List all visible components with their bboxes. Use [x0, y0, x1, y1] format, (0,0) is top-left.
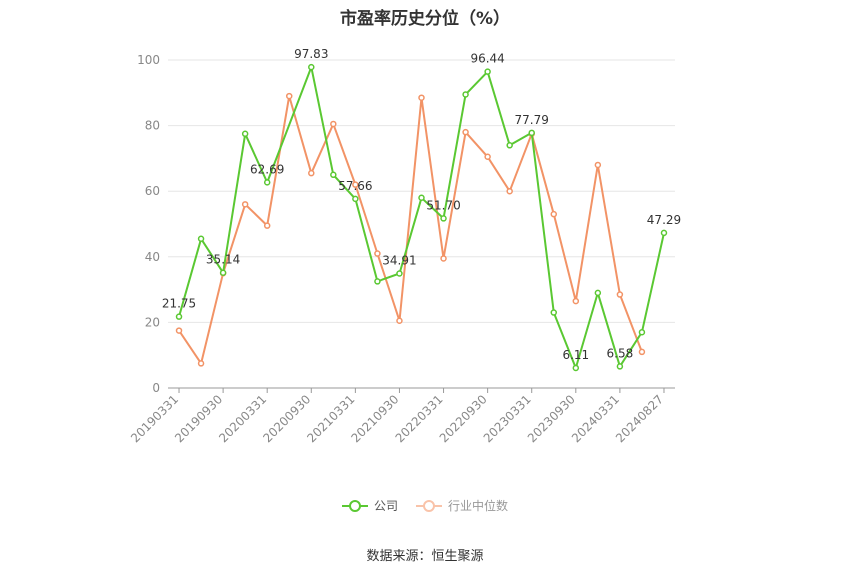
point-company-18: [572, 364, 580, 372]
point-industry-9: [374, 250, 381, 257]
point-company-19: [594, 289, 602, 297]
point-industry-5: [285, 92, 293, 100]
legend: 公司 行业中位数: [0, 497, 850, 514]
point-industry-13: [462, 128, 469, 136]
pe-percentile-line-chart: 0204060801002019033120190930202003312020…: [128, 47, 681, 445]
point-industry-19: [594, 161, 602, 169]
legend-company-label: 公司: [373, 499, 398, 513]
legend-item-company[interactable]: 公司: [341, 497, 398, 514]
point-company-11: [418, 194, 425, 202]
point-industry-1: [197, 360, 205, 367]
chart-title: 市盈率历史分位（%）: [339, 9, 511, 29]
y-tick-label: 60: [145, 184, 160, 198]
point-industry-6: [308, 169, 315, 177]
data-label-company-8: 57.66: [338, 179, 372, 193]
y-tick-label: 20: [145, 315, 160, 329]
point-company-3: [241, 130, 249, 138]
point-industry-15: [506, 187, 513, 195]
series-line-company: [178, 66, 665, 369]
series-layer: [175, 63, 668, 372]
point-company-1: [197, 235, 205, 243]
point-industry-7: [330, 120, 337, 128]
point-company-16: [528, 129, 535, 137]
point-company-4: [263, 179, 271, 186]
data-label-company-2: 35.14: [206, 253, 240, 267]
y-tick-label: 80: [145, 119, 160, 133]
x-tick-label: 20240827: [613, 392, 666, 445]
series-line-industry: [178, 95, 643, 365]
data-label-company-16: 77.79: [515, 113, 549, 127]
point-industry-21: [638, 348, 646, 356]
point-company-0: [175, 313, 183, 320]
point-company-8: [352, 195, 359, 203]
point-industry-20: [616, 291, 624, 298]
point-industry-11: [418, 94, 425, 101]
point-industry-4: [263, 222, 271, 229]
data-label-company-18: 6.11: [562, 348, 589, 362]
legend-company-marker: [341, 499, 368, 513]
point-company-20: [616, 363, 624, 370]
point-company-6: [308, 63, 315, 71]
point-company-9: [374, 278, 381, 285]
y-tick-label: 40: [145, 250, 160, 264]
point-company-21: [638, 328, 646, 336]
point-company-12: [440, 215, 447, 222]
data-label-company-10: 34.91: [382, 253, 416, 267]
data-label-company-4: 62.69: [250, 162, 284, 176]
data-label-company-12: 51.70: [426, 198, 460, 212]
legend-industry-label: 行业中位数: [448, 499, 509, 513]
point-company-2: [219, 269, 227, 276]
point-company-17: [550, 309, 558, 316]
point-industry-14: [484, 153, 491, 161]
y-tick-label: 0: [152, 381, 160, 395]
y-tick-label: 100: [137, 53, 160, 67]
point-company-15: [506, 142, 513, 149]
data-label-company-14: 96.44: [470, 52, 504, 66]
data-label-layer: 21.75 35.14 62.69 97.83 57.66 34.91 51.70 96.44…: [162, 47, 681, 362]
point-company-22: [660, 229, 668, 237]
data-label-company-20: 6.58: [607, 346, 634, 360]
legend-industry-marker: [416, 499, 442, 513]
data-label-company-0: 21.75: [162, 297, 196, 311]
point-company-14: [484, 68, 491, 75]
grid-layer: [168, 59, 675, 323]
legend-item-industry[interactable]: 行业中位数: [416, 497, 508, 514]
point-industry-18: [572, 297, 580, 305]
point-industry-17: [550, 210, 558, 218]
point-industry-0: [175, 327, 183, 334]
data-label-company-22: 47.29: [647, 213, 681, 227]
data-source: 数据来源：恒生聚源: [366, 549, 484, 564]
point-industry-12: [440, 255, 447, 262]
point-company-13: [462, 91, 469, 98]
point-company-7: [330, 171, 337, 179]
data-label-company-6: 97.83: [294, 47, 328, 61]
point-industry-10: [396, 317, 403, 325]
axis-layer: 0204060801002019033120190930202003312020…: [128, 53, 675, 445]
point-industry-3: [241, 201, 249, 208]
point-industry-8: [352, 181, 359, 188]
point-company-10: [396, 270, 403, 277]
